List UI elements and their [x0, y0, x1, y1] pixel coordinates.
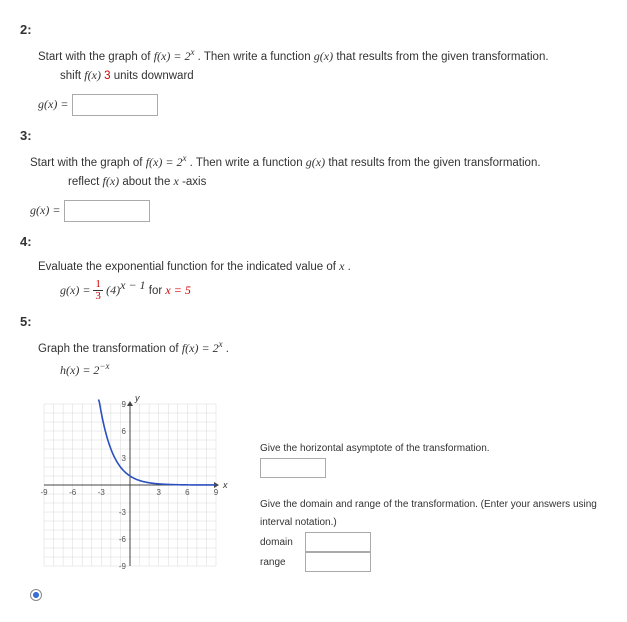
question-2-answer-row: g(x) = [38, 94, 607, 116]
text: . [348, 261, 351, 273]
domain-range-q: Give the domain and range of the transfo… [260, 496, 607, 532]
question-2-prompt: Start with the graph of f(x) = 2x . Then… [38, 45, 607, 66]
fx-eq: f(x) = 2x [146, 155, 187, 169]
text: . [226, 343, 229, 355]
svg-text:x: x [222, 480, 228, 490]
q3-answer-input[interactable] [64, 200, 150, 222]
question-5-number: 5: [20, 314, 607, 329]
range-input[interactable] [305, 552, 371, 572]
for: for [149, 285, 166, 297]
svg-text:-3: -3 [119, 508, 127, 517]
text: that results from the given transformati… [336, 51, 548, 63]
domain-label: domain [260, 534, 305, 552]
text: units downward [114, 70, 194, 82]
fx-eq: f(x) = 2x [182, 341, 223, 355]
gx: g(x) [314, 49, 333, 63]
asymptote-q: Give the horizontal asymptote of the tra… [260, 440, 607, 458]
svg-text:-6: -6 [69, 488, 77, 497]
question-5-hx: h(x) = 2−x [60, 359, 607, 380]
q2-answer-input[interactable] [72, 94, 158, 116]
gx-label: g(x) = [30, 203, 60, 217]
question-3-answer-row: g(x) = [30, 200, 607, 222]
fraction: 1 3 [93, 279, 103, 302]
svg-text:6: 6 [122, 427, 127, 436]
svg-text:9: 9 [122, 400, 127, 409]
fx-eq: f(x) = 2x [154, 49, 195, 63]
text: . Then write a function [190, 157, 306, 169]
text: Evaluate the exponential function for th… [38, 261, 339, 273]
graph-plot: -9-6-3369-9-6-3369xy [30, 390, 230, 580]
question-4-number: 4: [20, 234, 607, 249]
question-3-prompt: Start with the graph of f(x) = 2x . Then… [30, 151, 607, 172]
range-label: range [260, 554, 305, 572]
graph-radio[interactable] [30, 589, 42, 601]
gx: g(x) [306, 155, 325, 169]
svg-text:-6: -6 [119, 535, 127, 544]
question-4-equation: g(x) = 1 3 (4)x − 1 for x = 5 [60, 276, 607, 302]
hx-eq: h(x) = 2−x [60, 363, 110, 377]
svg-text:9: 9 [214, 488, 219, 497]
text: Start with the graph of [30, 157, 146, 169]
svg-text:3: 3 [156, 488, 161, 497]
svg-text:y: y [134, 393, 140, 403]
frac-den: 3 [93, 291, 103, 302]
svg-text:-9: -9 [40, 488, 48, 497]
text: Graph the transformation of [38, 343, 182, 355]
text: that results from the given transformati… [328, 157, 540, 169]
base: (4) [106, 283, 120, 297]
fx: f(x) [84, 68, 101, 82]
text: . Then write a function [198, 51, 314, 63]
question-5-side: Give the horizontal asymptote of the tra… [260, 390, 607, 572]
question-3-transform: reflect f(x) about the x -axis [68, 172, 607, 191]
question-2-transform: shift f(x) 3 units downward [60, 66, 607, 85]
text: shift [60, 70, 84, 82]
question-4-prompt: Evaluate the exponential function for th… [38, 257, 607, 276]
question-2-number: 2: [20, 22, 607, 37]
gx-label: g(x) = [38, 97, 68, 111]
gx-label: g(x) = [60, 283, 93, 297]
xval: x = 5 [165, 283, 190, 297]
text: 3 [104, 70, 110, 82]
question-3-number: 3: [20, 128, 607, 143]
svg-text:6: 6 [185, 488, 190, 497]
question-5-graph-area: -9-6-3369-9-6-3369xy Give the horizontal… [20, 390, 607, 601]
svg-text:3: 3 [122, 454, 127, 463]
var-x: x [339, 259, 344, 273]
axis: x [174, 174, 179, 188]
text: Start with the graph of [38, 51, 154, 63]
text: reflect [68, 176, 103, 188]
text: -axis [182, 176, 206, 188]
domain-input[interactable] [305, 532, 371, 552]
question-5-prompt: Graph the transformation of f(x) = 2x . [38, 337, 607, 358]
asymptote-input[interactable] [260, 458, 326, 478]
text: about the [122, 176, 173, 188]
svg-text:-3: -3 [98, 488, 106, 497]
fx: f(x) [103, 174, 120, 188]
svg-text:-9: -9 [119, 562, 127, 571]
